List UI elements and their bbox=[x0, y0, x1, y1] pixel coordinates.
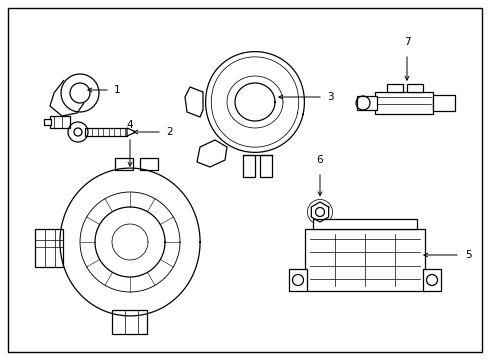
Text: 4: 4 bbox=[127, 120, 133, 130]
Text: 5: 5 bbox=[465, 250, 472, 260]
Bar bbox=[35, 229, 63, 267]
Bar bbox=[423, 269, 441, 291]
Text: 6: 6 bbox=[317, 155, 323, 165]
Bar bbox=[140, 158, 158, 170]
Bar bbox=[407, 84, 423, 92]
Text: 7: 7 bbox=[404, 37, 410, 47]
Bar bbox=[260, 155, 272, 177]
Text: 1: 1 bbox=[114, 85, 121, 95]
Polygon shape bbox=[197, 140, 227, 167]
Bar bbox=[289, 269, 307, 291]
Text: 3: 3 bbox=[327, 92, 334, 102]
Bar bbox=[313, 219, 417, 229]
Bar bbox=[44, 119, 51, 125]
Bar bbox=[375, 92, 433, 114]
Text: 2: 2 bbox=[166, 127, 172, 137]
Bar bbox=[115, 158, 133, 170]
Bar bbox=[433, 95, 455, 111]
Bar bbox=[305, 229, 425, 291]
Polygon shape bbox=[185, 87, 203, 117]
Bar bbox=[243, 155, 255, 177]
Bar bbox=[85, 128, 127, 136]
Bar bbox=[50, 116, 70, 128]
Bar bbox=[357, 96, 377, 110]
Polygon shape bbox=[127, 128, 134, 136]
Bar bbox=[112, 310, 147, 334]
Bar bbox=[387, 84, 403, 92]
